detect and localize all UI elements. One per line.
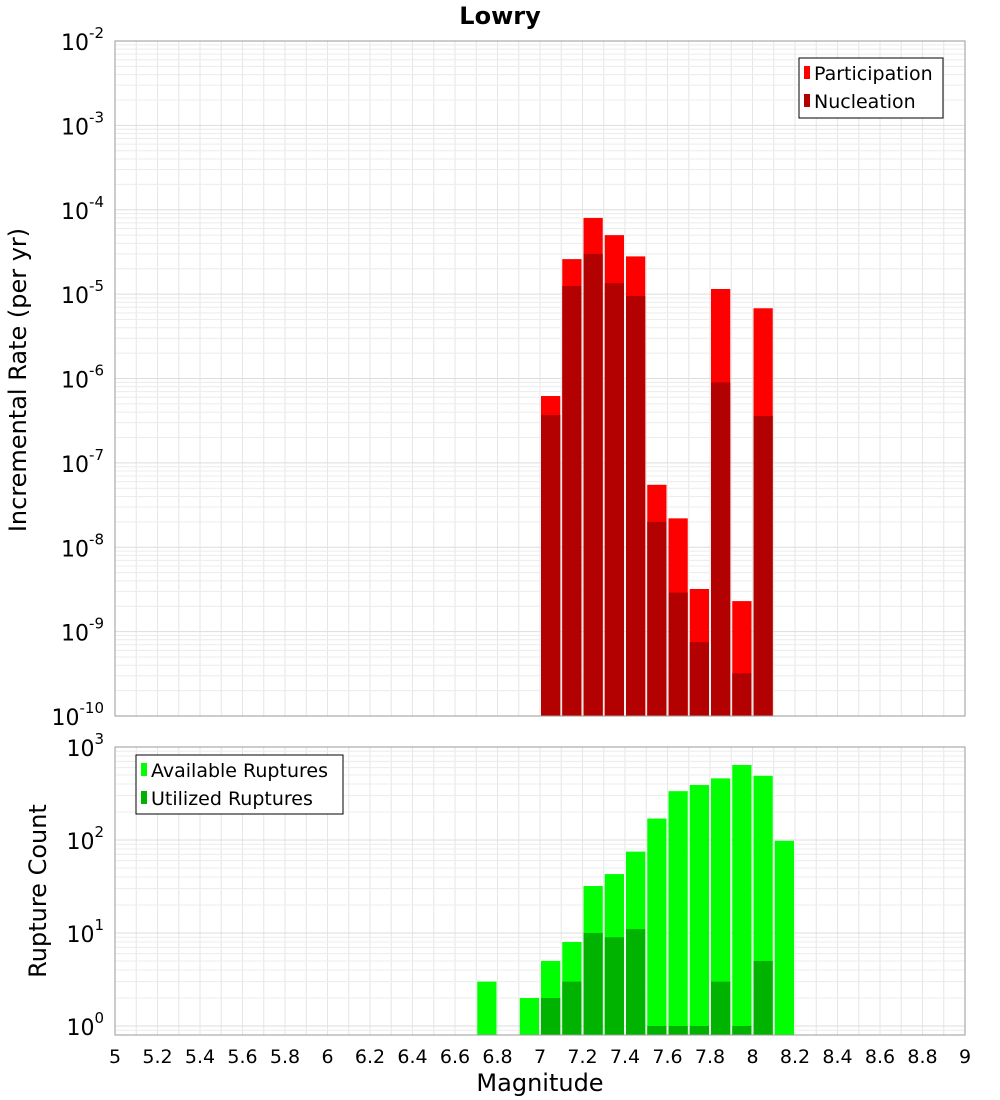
legend-label-nucleation: Nucleation	[814, 91, 916, 113]
x-tick-label: 6.8	[482, 1046, 512, 1068]
bar-utilized	[668, 1025, 688, 1035]
x-tick-label: 7.6	[652, 1046, 682, 1068]
y-tick-label: 100	[66, 1009, 104, 1041]
x-tick-label: 7.2	[567, 1046, 597, 1068]
bar-available	[519, 997, 539, 1035]
y-tick-label: 103	[66, 730, 104, 762]
x-ticks: 5 5.2 5.4 5.6 5.8 6 6.2 6.4 6.6 6.8 7 7.2 7.4 7.6 7.8 8…	[109, 1046, 971, 1068]
bar-nucleation	[541, 414, 561, 716]
y-tick-label: 10-7	[61, 446, 104, 478]
bar-utilized	[583, 932, 603, 1035]
y-tick-label: 10-4	[61, 193, 104, 225]
legend-swatch-available	[141, 763, 147, 776]
x-tick-label: 5.6	[227, 1046, 257, 1068]
y-tick-label: 10-10	[52, 699, 105, 731]
x-tick-label: 8.2	[780, 1046, 810, 1068]
x-tick-label: 8.8	[907, 1046, 937, 1068]
x-tick-label: 8.6	[865, 1046, 895, 1068]
legend-label-participation: Participation	[814, 63, 933, 85]
x-tick-label: 5.8	[270, 1046, 300, 1068]
legend-swatch-utilized	[141, 791, 147, 804]
y-tick-label: 10-8	[61, 530, 104, 562]
bar-utilized	[753, 960, 773, 1035]
bar-utilized	[541, 997, 561, 1035]
bar-utilized	[626, 929, 646, 1035]
bottom-plot-frame	[114, 746, 966, 1036]
bottom-bars	[477, 765, 794, 1035]
x-tick-label: 8	[746, 1046, 758, 1068]
y-tick-label: 101	[66, 916, 104, 948]
y-tick-label: 10-3	[61, 108, 104, 140]
bottom-legend-box	[135, 754, 344, 815]
bar-nucleation	[732, 673, 752, 716]
y-tick-label: 10-9	[61, 615, 104, 647]
bar-utilized	[647, 1025, 667, 1035]
x-tick-label: 6.4	[397, 1046, 427, 1068]
x-tick-label: 6.6	[440, 1046, 470, 1068]
bottom-y-axis-label: Rupture Count	[24, 804, 52, 978]
bar-nucleation	[668, 592, 688, 716]
bar-available	[732, 765, 752, 1035]
legend-swatch-nucleation	[804, 94, 810, 107]
top-plot-frame	[114, 40, 966, 717]
bar-nucleation	[753, 415, 773, 716]
top-y-ticks: 10-10 10-9 10-8 10-7 10-6 10-5 10-4 10-3 10-2	[52, 24, 105, 731]
y-tick-label: 10-6	[61, 362, 104, 394]
bar-nucleation	[647, 521, 667, 716]
bar-available	[477, 981, 497, 1035]
x-tick-label: 5.2	[142, 1046, 172, 1068]
x-tick-label: 6.2	[355, 1046, 385, 1068]
top-bars	[541, 217, 773, 716]
y-tick-label: 10-2	[61, 24, 104, 56]
y-tick-label: 102	[66, 823, 104, 855]
bottom-y-ticks: 100 101 102 103	[66, 730, 104, 1041]
top-grid	[114, 40, 966, 717]
x-tick-label: 7.4	[610, 1046, 640, 1068]
bar-utilized	[689, 1025, 709, 1035]
bar-available	[647, 818, 667, 1035]
bar-utilized	[604, 937, 624, 1035]
bar-available	[774, 840, 794, 1035]
bar-nucleation	[711, 382, 731, 716]
bar-nucleation	[604, 283, 624, 716]
y-tick-label: 10-5	[61, 277, 104, 309]
bar-utilized	[562, 981, 582, 1035]
x-tick-label: 5.4	[185, 1046, 215, 1068]
top-legend-box	[798, 57, 944, 119]
bar-nucleation	[583, 253, 603, 716]
bottom-legend: Available Ruptures Utilized Ruptures	[135, 754, 344, 815]
x-tick-label: 7.8	[695, 1046, 725, 1068]
bar-nucleation	[626, 296, 646, 716]
x-tick-label: 9	[959, 1046, 971, 1068]
legend-swatch-participation	[804, 66, 810, 79]
bar-available	[689, 785, 709, 1035]
legend-label-utilized: Utilized Ruptures	[151, 788, 313, 810]
bar-utilized	[732, 1025, 752, 1035]
x-tick-label: 7	[534, 1046, 546, 1068]
bar-available	[711, 778, 731, 1035]
x-tick-label: 6	[321, 1046, 333, 1068]
chart-title: Lowry	[459, 2, 541, 30]
bar-utilized	[711, 981, 731, 1035]
x-tick-label: 5	[109, 1046, 121, 1068]
bar-nucleation	[689, 642, 709, 716]
bar-nucleation	[562, 285, 582, 716]
top-legend: Participation Nucleation	[798, 57, 944, 119]
x-axis-label: Magnitude	[476, 1069, 603, 1097]
x-tick-label: 8.4	[822, 1046, 852, 1068]
legend-label-available: Available Ruptures	[151, 760, 328, 782]
top-y-axis-label: Incremental Rate (per yr)	[4, 228, 32, 532]
bar-available	[668, 791, 688, 1035]
